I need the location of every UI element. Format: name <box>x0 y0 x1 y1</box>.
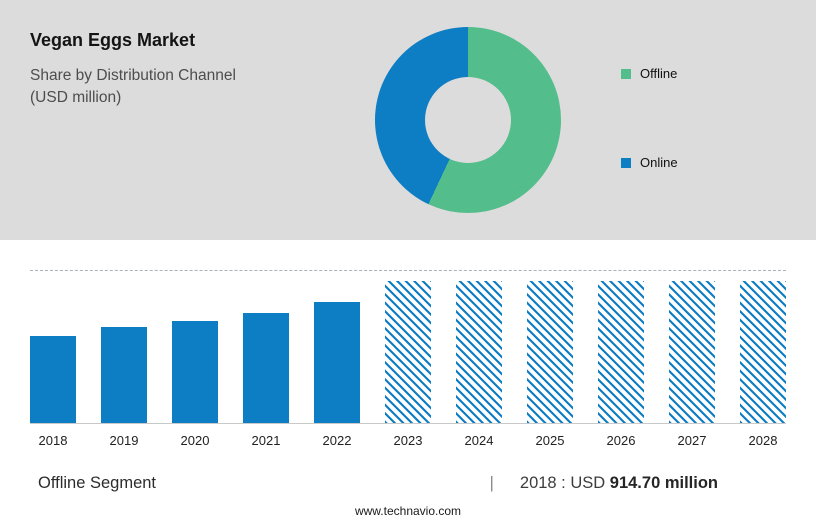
donut-chart <box>375 27 561 213</box>
bar-2022 <box>314 302 360 423</box>
page-title: Vegan Eggs Market <box>30 30 196 50</box>
website-link[interactable]: www.technavio.com <box>354 504 462 518</box>
subtitle-line-2: (USD million) <box>30 89 122 107</box>
header-text-block: Vegan Eggs Market Share by Distribution … <box>0 0 330 240</box>
legend-label-offline: Offline <box>640 66 678 81</box>
x-axis-label-2022: 2022 <box>322 433 352 448</box>
bar-2024-forecast <box>456 281 502 423</box>
legend-swatch-offline <box>621 68 631 79</box>
bar-2028-forecast <box>740 281 786 423</box>
x-axis-label-2020: 2020 <box>180 433 210 448</box>
stat-prefix: 2018 : USD <box>519 474 606 492</box>
x-axis-label-2026: 2026 <box>606 433 636 448</box>
legend-item-offline: Offline <box>621 66 678 81</box>
stat-text: 2018 : USD 914.70 million <box>520 474 718 493</box>
separator: | <box>489 473 494 492</box>
footer-section: Offline Segment | 2018 : USD 914.70 mill… <box>0 448 816 518</box>
bar-2023-forecast <box>385 281 431 423</box>
page-subtitle: Share by Distribution Channel (USD milli… <box>30 65 330 110</box>
x-axis-label-2024: 2024 <box>464 433 494 448</box>
footer-stat-row: Offline Segment | 2018 : USD 914.70 mill… <box>38 473 778 493</box>
x-axis-label-2027: 2027 <box>677 433 707 448</box>
subtitle-line-1: Share by Distribution Channel <box>30 67 236 84</box>
bar-2018 <box>30 336 76 423</box>
x-axis-label-2028: 2028 <box>748 433 778 448</box>
legend-item-online: Online <box>621 155 678 170</box>
x-axis-label-2018: 2018 <box>38 433 68 448</box>
bar-2019 <box>101 327 147 423</box>
bar-2027-forecast <box>669 281 715 423</box>
x-axis-labels: 2018 2019 2020 2021 2022 2023 2024 2025 2026 2027… <box>30 424 786 448</box>
segment-label: Offline Segment <box>38 474 157 492</box>
x-axis-label-2019: 2019 <box>109 433 139 448</box>
chart-legend: Offline Online <box>561 0 678 240</box>
x-axis-label-2025: 2025 <box>535 433 565 448</box>
legend-label-online: Online <box>640 155 678 170</box>
bar-2021 <box>243 313 289 423</box>
stat-value: 914.70 million <box>609 474 718 492</box>
bar-chart-section: 2018 2019 2020 2021 2022 2023 2024 2025 2026 2027… <box>0 240 816 448</box>
header-section: Vegan Eggs Market Share by Distribution … <box>0 0 816 240</box>
legend-swatch-online <box>621 157 631 168</box>
x-axis-label-2021: 2021 <box>251 433 281 448</box>
donut-hole <box>425 77 511 163</box>
bar-chart-plot <box>30 270 786 424</box>
x-axis-label-2023: 2023 <box>393 433 423 448</box>
bar-2026-forecast <box>598 281 644 423</box>
bar-2025-forecast <box>527 281 573 423</box>
bar-2020 <box>172 321 218 423</box>
